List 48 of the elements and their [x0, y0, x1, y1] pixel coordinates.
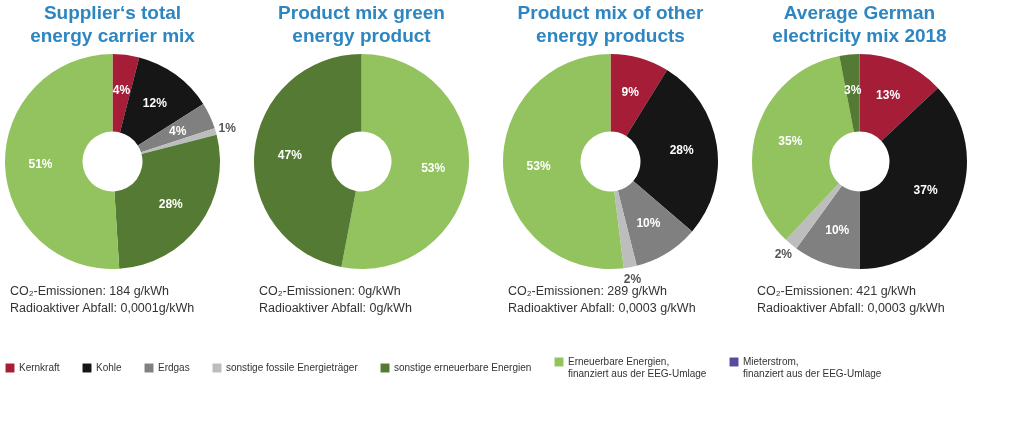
data-label: 53% [526, 158, 551, 173]
text: CO₂-Emissionen: 0g/kWh [259, 284, 401, 298]
legend-label: Erdgas [158, 362, 190, 373]
legend-label: Mieterstrom, finanziert aus der EEG-Umlage [743, 356, 882, 379]
text: CO₂-Emissionen: 289 g/kWh [508, 284, 668, 298]
legend-label: Erneuerbare Energien, finanziert aus der EEG-Umlage [568, 356, 707, 379]
chart-title: Product mix of other energy products [517, 2, 704, 46]
text: CO₂-Emissionen: 421 g/kWh [757, 284, 917, 298]
donut-slice [254, 54, 362, 268]
donut-slice [859, 87, 967, 269]
data-label: 3% [844, 82, 862, 97]
data-label: 13% [876, 88, 901, 103]
data-label: 2% [774, 246, 793, 261]
donut-slice [614, 190, 637, 269]
chart-title: Product mix green energy product [278, 2, 445, 46]
data-label: 51% [28, 156, 53, 171]
data-label: 28% [669, 143, 694, 158]
chart-title: Average German electricity mix 2018 [772, 2, 947, 46]
text: Radioaktiver Abfall: 0g/kWh [259, 301, 412, 315]
legend-label: sonstige erneuerbare Energien [394, 362, 532, 373]
donut-slice [341, 54, 469, 269]
data-label: 12% [142, 96, 168, 111]
chart-title: Supplier‘s total energy carrier mix [30, 2, 196, 46]
data-label: 10% [636, 215, 661, 230]
data-label: 4% [168, 123, 187, 138]
data-label: 4% [112, 83, 131, 98]
data-label: 53% [421, 161, 446, 176]
donut-slice [617, 181, 693, 266]
donut-slice [839, 54, 860, 133]
donut-slice [796, 185, 860, 269]
text: CO₂-Emissionen: 184 g/kWh [10, 284, 170, 298]
legend-label: Kohle [96, 362, 123, 373]
donut-slice [503, 54, 624, 269]
legend-label: sonstige fossile Energieträger [226, 362, 359, 373]
legend-label: Kernkraft [19, 362, 60, 373]
data-label: 35% [778, 134, 803, 149]
data-label: 28% [158, 196, 184, 211]
data-label: 2% [623, 271, 642, 286]
donut-slice [859, 54, 938, 141]
text: Radioaktiver Abfall: 0,0003 g/kWh [508, 301, 696, 315]
data-label: 10% [825, 222, 850, 237]
data-label: 47% [277, 147, 303, 162]
text: Radioaktiver Abfall: 0,0001g/kWh [10, 301, 195, 315]
data-label: 9% [621, 85, 640, 100]
data-label: 37% [913, 183, 938, 198]
donut-slice [610, 54, 668, 136]
text: Radioaktiver Abfall: 0,0003 g/kWh [757, 301, 945, 315]
data-label: 1% [218, 121, 237, 136]
